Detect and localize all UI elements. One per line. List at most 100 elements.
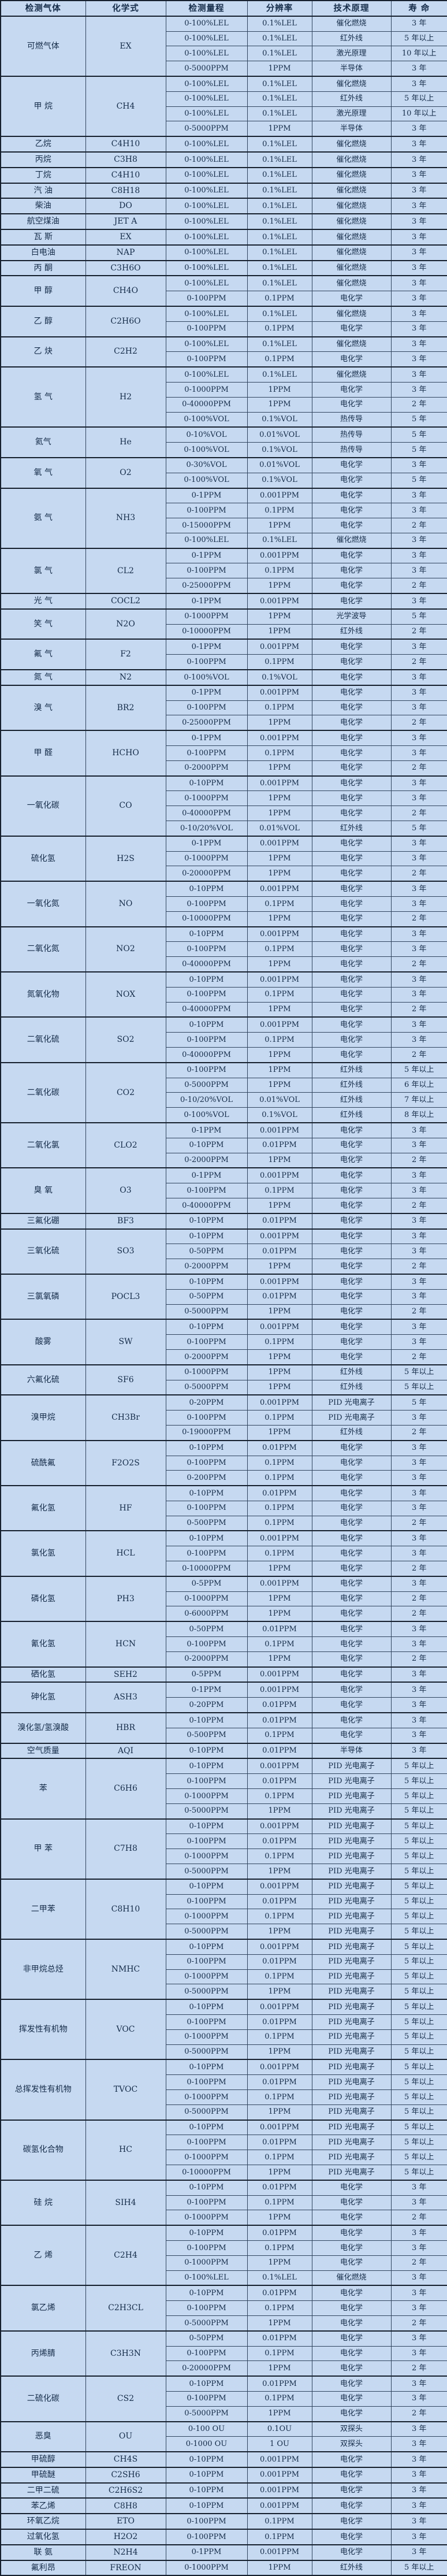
gas-name-cell: 挥发性有机物 — [0, 1999, 86, 2060]
principle-cell: 电化学 — [311, 321, 392, 337]
principle-cell: 电化学 — [311, 1455, 392, 1471]
principle-cell: 催化燃烧 — [311, 15, 392, 32]
gas-name-cell: 恶臭 — [0, 2421, 86, 2452]
range-cell: 0-50PPM — [165, 1244, 248, 1260]
lifespan-cell: 2 年 — [390, 866, 447, 882]
resolution-cell: 0.001PPM — [247, 2119, 312, 2136]
table-row: 丙烷 C3H8 0-100%LEL 0.1%LEL 催化燃烧 3 年 — [0, 151, 447, 168]
table-row: 丙烯腈 C3H3N 0-50PPM 0.01PPM 电化学 3 年 — [0, 2330, 447, 2377]
principle-cell: 电化学 — [311, 2210, 392, 2226]
resolution-cell: 0.1%LEL — [247, 31, 312, 47]
range-cell: 0-20PPM — [165, 1394, 248, 1411]
lifespan-cell: 3 年 — [390, 1439, 447, 1456]
range-cell: 0-5000PPM — [165, 1984, 248, 2000]
resolution-cell: 0.1PPM — [247, 1636, 312, 1652]
gas-name-cell: 甲 醛 — [0, 730, 86, 777]
range-cell: 0-10PPM — [165, 1818, 248, 1835]
lifespan-cell: 3 年 — [390, 547, 447, 564]
table-row: 0-5000PPM 1PPM 电化学 2 年 — [1, 1304, 447, 1320]
table-row: 0-40000PPM 1PPM 电化学 2 年 — [1, 396, 447, 413]
principle-cell: 电化学 — [311, 2544, 392, 2561]
formula-cell: POCL3 — [85, 1273, 166, 1320]
formula-cell: C2H6O — [85, 305, 166, 337]
principle-cell: 电化学 — [311, 1289, 392, 1305]
resolution-cell: 0.001PPM — [247, 1878, 312, 1895]
resolution-cell: 1PPM — [247, 1606, 312, 1622]
range-cell: 0-10PPM — [165, 2059, 248, 2076]
principle-cell: 电化学 — [311, 1273, 392, 1290]
lifespan-cell: 3 年 — [390, 1319, 447, 1335]
range-cell: 0-5000PPM — [165, 2104, 248, 2121]
table-row: 过氧化氢 H2O2 0-100PPM 0.1PPM 电化学 3 年 — [0, 2529, 447, 2545]
range-cell: 0-100PPM — [165, 2345, 248, 2362]
range-cell: 0-1PPM — [165, 2544, 248, 2561]
lifespan-cell: 3 年 — [390, 2436, 447, 2452]
principle-cell: 电化学 — [311, 956, 392, 973]
range-cell: 0-5000PPM — [165, 1924, 248, 1940]
principle-cell: PID 光电离子 — [311, 1909, 392, 1925]
range-cell: 0-50PPM — [165, 2330, 248, 2347]
principle-cell: 电化学 — [311, 1666, 392, 1683]
principle-cell: 半导体 — [311, 1742, 392, 1759]
formula-cell: C6H6 — [85, 1758, 166, 1820]
resolution-cell: 0.001PPM — [247, 835, 312, 852]
principle-cell: PID 光电离子 — [311, 1878, 392, 1895]
resolution-cell: 1PPM — [247, 608, 312, 625]
range-cell: 0-100%VOL — [165, 411, 248, 428]
table-row: 溴 气 BR2 0-1PPM 0.001PPM 电化学 3 年 — [0, 684, 447, 731]
principle-cell: PID 光电离子 — [311, 2074, 392, 2090]
resolution-cell: 0.1%LEL — [247, 228, 312, 246]
lifespan-cell: 2 年 — [390, 396, 447, 413]
principle-cell: 电化学 — [311, 654, 392, 670]
lifespan-cell: 3 年 — [390, 1183, 447, 1198]
lifespan-cell: 2 年 — [390, 518, 447, 533]
lifespan-cell: 3 年 — [390, 2375, 447, 2392]
principle-cell: PID 光电离子 — [311, 1818, 392, 1835]
resolution-cell: 0.1PPM — [247, 1334, 312, 1350]
range-cell: 0-1PPM — [165, 684, 248, 701]
lifespan-cell: 3 年 — [390, 275, 447, 292]
range-cell: 0-100%LEL — [165, 244, 248, 261]
principle-cell: 电化学 — [311, 790, 392, 807]
lifespan-cell: 5 年 — [390, 472, 447, 489]
lifespan-cell: 3 年 — [390, 700, 447, 716]
lifespan-cell: 3 年 — [390, 639, 447, 655]
resolution-cell: 1PPM — [247, 121, 312, 137]
lifespan-cell: 2 年 — [390, 1046, 447, 1063]
lifespan-cell: 2 年 — [390, 1424, 447, 1441]
principle-cell: 电化学 — [311, 2466, 392, 2484]
table-row: 氦气 He 0-10%VOL 0.01%VOL 热传导 5 年 — [0, 426, 447, 458]
table-row: 二氧化硫 SO2 0-10PPM 0.001PPM 电化学 3 年 — [0, 1016, 447, 1063]
table-row: 六氟化硫 SF6 0-1000PPM 1PPM 红外线 5 年以上 — [0, 1364, 447, 1395]
resolution-cell: 0.001PPM — [247, 971, 312, 988]
principle-cell: 电化学 — [311, 1122, 392, 1138]
table-row: 0-5000PPM 1PPM 电化学 2 年 — [1, 2406, 447, 2422]
principle-cell: PID 光电离子 — [311, 2089, 392, 2105]
resolution-cell: 0.01PPM — [247, 1742, 312, 1759]
principle-cell: 红外线 — [311, 821, 392, 837]
gas-name-cell: 溴 气 — [0, 684, 86, 731]
resolution-cell: 1PPM — [247, 1651, 312, 1668]
table-row: 0-10000PPM 1PPM 红外线 2 年 — [1, 623, 447, 640]
principle-cell: 电化学 — [311, 2179, 392, 2196]
lifespan-cell: 3 年 — [390, 2391, 447, 2407]
table-row: 氟化氢 HF 0-10PPM 0.01PPM 电化学 3 年 — [0, 1485, 447, 1531]
resolution-cell: 0.1PPM — [247, 1849, 312, 1865]
lifespan-cell: 3 年 — [390, 669, 447, 686]
lifespan-cell: 5 年以上 — [390, 1894, 447, 1910]
range-cell: 0-10000PPM — [165, 2164, 248, 2181]
table-row: 二氧化氯 CLO2 0-1PPM 0.001PPM 电化学 3 年 — [0, 1122, 447, 1168]
table-row: 磷化氢 PH3 0-5PPM 0.001PPM 电化学 3 年 — [0, 1575, 447, 1622]
formula-cell: C4H10 — [85, 166, 166, 184]
resolution-cell: 0.1PPM — [247, 503, 312, 519]
resolution-cell: 0.1PPM — [247, 2391, 312, 2407]
resolution-cell: 0.1PPM — [247, 700, 312, 716]
resolution-cell: 0.1%LEL — [247, 15, 312, 32]
gas-name-cell: 一氧化碳 — [0, 775, 86, 837]
range-cell: 0-1000PPM — [165, 1849, 248, 1865]
range-cell: 0-100PPM — [165, 351, 248, 368]
table-row: 0-100PPM 0.1PPM 电化学 3 年 — [1, 700, 447, 716]
lifespan-cell: 3 年 — [390, 305, 447, 322]
principle-cell: 电化学 — [311, 1167, 392, 1184]
resolution-cell: 1PPM — [247, 1349, 312, 1365]
